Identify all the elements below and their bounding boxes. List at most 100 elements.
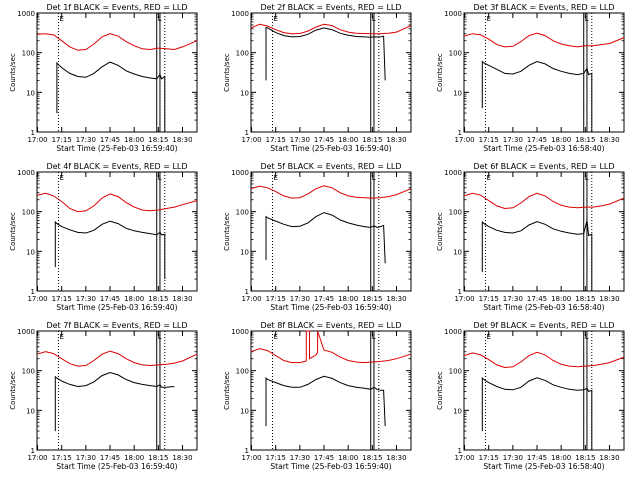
- x-tick-label: 17:15: [52, 454, 72, 462]
- chart-title: Det 1f BLACK = Events, RED = LLD: [46, 3, 187, 12]
- x-axis-label: Start Time (25-Feb-03 16:59:40): [270, 462, 391, 471]
- x-tick-label: 18:00: [338, 136, 358, 144]
- y-tick-label: 10: [26, 89, 35, 97]
- x-axis-label: Start Time (25-Feb-03 16:59:40): [56, 462, 177, 471]
- y-tick-label: 1000: [231, 10, 249, 18]
- y-axis-label: Counts/sec: [436, 53, 444, 92]
- series-line-lld: [37, 34, 197, 51]
- y-tick-label: 100: [22, 50, 35, 58]
- x-tick-label: 17:45: [100, 295, 120, 303]
- x-tick-label: 17:45: [527, 295, 547, 303]
- y-tick-label: 10: [26, 248, 35, 256]
- x-tick-label: 18:30: [386, 136, 406, 144]
- x-tick-label: 17:45: [314, 454, 334, 462]
- x-tick-label: 17:30: [503, 295, 523, 303]
- y-tick-label: 100: [449, 50, 462, 58]
- marker-flag-l: L: [585, 15, 589, 23]
- chart-panel-5: Det 5f BLACK = Events, RED = LLD 1 10 100 10…: [223, 162, 411, 312]
- x-tick-label: 18:00: [338, 454, 358, 462]
- x-axis-label: Start Time (25-Feb-03 16:59:40): [56, 144, 177, 153]
- series-line-lld: [464, 193, 624, 208]
- x-tick-label: 18:15: [148, 454, 168, 462]
- x-tick-label: 18:15: [575, 454, 595, 462]
- series-line-events: [482, 378, 592, 450]
- x-tick-label: 18:00: [124, 295, 144, 303]
- marker-flag-l: L: [158, 333, 162, 341]
- series-line-events: [266, 28, 385, 81]
- marker-flag-e: E: [486, 15, 490, 23]
- x-tick-label: 18:30: [172, 295, 192, 303]
- y-axis-label: Counts/sec: [223, 53, 231, 92]
- x-tick-label: 17:30: [76, 136, 96, 144]
- marker-flag-l: L: [585, 333, 589, 341]
- marker-flag-l: L: [585, 174, 589, 182]
- marker-flag-e: E: [273, 15, 277, 23]
- marker-flag-e: E: [486, 333, 490, 341]
- x-tick-label: 18:00: [551, 295, 571, 303]
- marker-flag-l: L: [158, 174, 162, 182]
- x-tick-label: 17:15: [479, 454, 499, 462]
- x-tick-label: 18:30: [599, 136, 619, 144]
- y-tick-label: 1000: [17, 169, 35, 177]
- x-axis-label: Start Time (25-Feb-03 16:59:40): [56, 303, 177, 312]
- x-tick-label: 17:00: [454, 454, 474, 462]
- y-tick-label: 100: [449, 209, 462, 217]
- y-tick-label: 100: [236, 50, 249, 58]
- y-tick-label: 1000: [231, 169, 249, 177]
- y-tick-label: 1000: [17, 10, 35, 18]
- x-tick-label: 17:15: [266, 136, 286, 144]
- marker-flag-e: E: [273, 333, 277, 341]
- y-tick-label: 10: [453, 407, 462, 415]
- y-axis-label: Counts/sec: [9, 53, 17, 92]
- marker-flag-l: L: [372, 333, 376, 341]
- chart-panel-2: Det 2f BLACK = Events, RED = LLD11010010…: [223, 3, 411, 153]
- x-tick-label: 17:45: [314, 295, 334, 303]
- x-tick-label: 18:00: [124, 136, 144, 144]
- marker-flag-l: L: [372, 15, 376, 23]
- x-tick-label: 17:00: [241, 295, 261, 303]
- chart-panel-4: Det 4f BLACK = Events, RED = LLD 1 10 100 10…: [9, 162, 197, 312]
- marker-flag-e: E: [59, 174, 63, 182]
- series-line-events: [266, 213, 385, 264]
- x-tick-label: 18:15: [362, 295, 382, 303]
- x-tick-label: 18:30: [386, 295, 406, 303]
- marker-flag-e: E: [59, 333, 63, 341]
- y-tick-label: 1000: [444, 169, 462, 177]
- y-axis-label: Counts/sec: [223, 371, 231, 410]
- x-tick-label: 17:15: [52, 136, 72, 144]
- x-tick-label: 18:15: [575, 295, 595, 303]
- y-tick-label: 10: [26, 407, 35, 415]
- x-axis-label: Start Time (25-Feb-03 16:59:40): [270, 303, 391, 312]
- series-line-lld: [464, 33, 624, 47]
- y-tick-label: 100: [236, 209, 249, 217]
- x-tick-label: 17:15: [266, 295, 286, 303]
- x-tick-label: 18:30: [599, 454, 619, 462]
- y-tick-label: 10: [240, 89, 249, 97]
- x-tick-label: 17:30: [503, 454, 523, 462]
- series-line-events: [482, 221, 592, 292]
- chart-panel-8: Det 8f BLACK = Events, RED = LLD 1 10 100 10…: [223, 321, 411, 471]
- chart-title: Det 4f BLACK = Events, RED = LLD: [46, 162, 187, 171]
- series-line-lld: [37, 193, 197, 211]
- x-tick-label: 18:00: [551, 454, 571, 462]
- y-axis-label: Counts/sec: [9, 371, 17, 410]
- plot-frame: [251, 172, 411, 291]
- x-tick-label: 17:15: [266, 454, 286, 462]
- y-tick-label: 1000: [17, 328, 35, 336]
- y-tick-label: 1000: [231, 328, 249, 336]
- chart-title: Det 3f BLACK = Events, RED = LLD: [473, 3, 614, 12]
- y-tick-label: 10: [453, 89, 462, 97]
- x-tick-label: 17:00: [241, 454, 261, 462]
- x-tick-label: 18:15: [362, 454, 382, 462]
- chart-title: Det 8f BLACK = Events, RED = LLD: [260, 321, 401, 330]
- y-tick-label: 100: [22, 368, 35, 376]
- x-tick-label: 17:00: [454, 136, 474, 144]
- x-axis-label: Start Time (25-Feb-03 16:58:40): [483, 144, 604, 153]
- chart-panel-6: Det 6f BLACK = Events, RED = LLD 1 10 100 10…: [436, 162, 624, 312]
- x-tick-label: 17:00: [27, 136, 47, 144]
- x-tick-label: 18:30: [386, 454, 406, 462]
- x-tick-label: 17:45: [527, 136, 547, 144]
- x-axis-label: Start Time (25-Feb-03 16:58:40): [483, 462, 604, 471]
- chart-panel-1: Det 1f BLACK = Events, RED = LLD 1 10 100 10…: [9, 3, 197, 153]
- figure-grid: Det 1f BLACK = Events, RED = LLD11010010…: [0, 0, 640, 480]
